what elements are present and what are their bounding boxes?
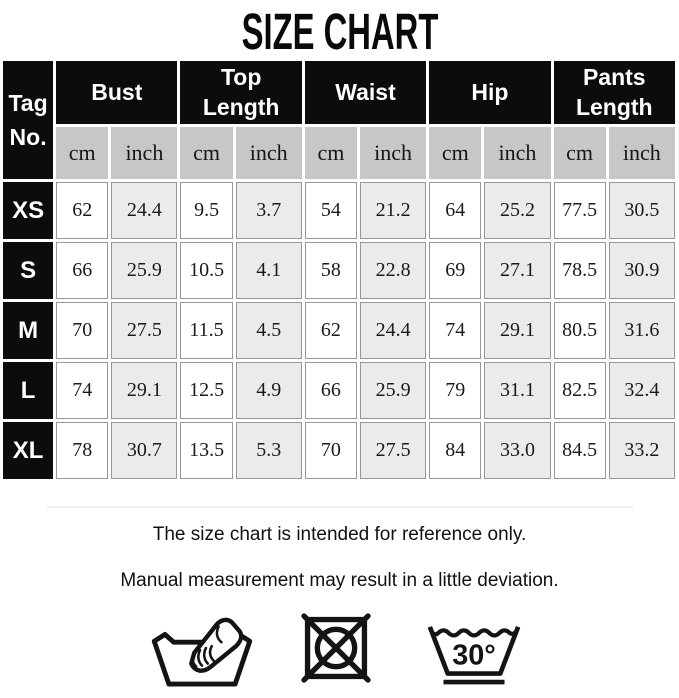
top-length-inch-value: 4.1 bbox=[235, 242, 302, 299]
hip-cm-value: 79 bbox=[429, 362, 482, 419]
group-header-pants-length: Pants Length bbox=[553, 61, 675, 124]
bust-inch-value: 25.9 bbox=[111, 242, 178, 299]
hip-inch-value: 27.1 bbox=[484, 242, 551, 299]
unit-header: inch bbox=[111, 127, 178, 179]
unit-header: cm bbox=[304, 127, 357, 179]
top-length-inch-value: 4.9 bbox=[235, 362, 302, 419]
size-row-m: M 70 27.5 11.5 4.5 62 24.4 74 29.1 80.5 … bbox=[3, 302, 675, 359]
waist-cm-value: 70 bbox=[304, 422, 357, 479]
size-row-s: S 66 25.9 10.5 4.1 58 22.8 69 27.1 78.5 … bbox=[3, 242, 675, 299]
hip-cm-value: 69 bbox=[429, 242, 482, 299]
page-title-text: SIZE CHART bbox=[241, 4, 438, 61]
page-title: SIZE CHART bbox=[0, 0, 679, 60]
hip-inch-value: 31.1 bbox=[484, 362, 551, 419]
wash-30-degrees-icon: 30° bbox=[415, 610, 533, 688]
top-length-cm-value: 10.5 bbox=[180, 242, 233, 299]
unit-header-row: cm inch cm inch cm inch cm inch cm inch bbox=[3, 127, 675, 179]
bust-cm-value: 66 bbox=[56, 242, 109, 299]
group-header-hip: Hip bbox=[429, 61, 551, 124]
group-header-waist: Waist bbox=[304, 61, 427, 124]
top-length-cm-value: 12.5 bbox=[180, 362, 233, 419]
group-header-bust: Bust bbox=[56, 61, 178, 124]
hip-inch-value: 29.1 bbox=[484, 302, 551, 359]
size-tag: S bbox=[3, 242, 54, 299]
unit-header: cm bbox=[56, 127, 109, 179]
size-chart-table: Tag No. Bust Top Length Waist Hip Pants … bbox=[0, 58, 678, 482]
hand-wash-icon bbox=[147, 612, 257, 688]
group-header-row: Tag No. Bust Top Length Waist Hip Pants … bbox=[3, 61, 675, 179]
pants-length-cm-value: 80.5 bbox=[553, 302, 606, 359]
unit-header: cm bbox=[180, 127, 233, 179]
bust-cm-value: 70 bbox=[56, 302, 109, 359]
hip-cm-value: 74 bbox=[429, 302, 482, 359]
hip-inch-value: 33.0 bbox=[484, 422, 551, 479]
top-length-cm-value: 11.5 bbox=[180, 302, 233, 359]
waist-cm-value: 66 bbox=[304, 362, 357, 419]
waist-inch-value: 25.9 bbox=[360, 362, 427, 419]
unit-header: cm bbox=[553, 127, 606, 179]
bust-inch-value: 29.1 bbox=[111, 362, 178, 419]
pants-length-inch-value: 30.9 bbox=[608, 242, 675, 299]
care-icons-row: 30° bbox=[0, 608, 679, 688]
unit-header: inch bbox=[484, 127, 551, 179]
size-row-l: L 74 29.1 12.5 4.9 66 25.9 79 31.1 82.5 … bbox=[3, 362, 675, 419]
waist-cm-value: 54 bbox=[304, 182, 357, 239]
pants-length-cm-value: 77.5 bbox=[553, 182, 606, 239]
pants-length-inch-value: 31.6 bbox=[608, 302, 675, 359]
bust-inch-value: 30.7 bbox=[111, 422, 178, 479]
pants-length-inch-value: 33.2 bbox=[608, 422, 675, 479]
waist-inch-value: 27.5 bbox=[360, 422, 427, 479]
divider bbox=[46, 506, 633, 508]
tag-no-header: Tag No. bbox=[3, 61, 54, 179]
waist-cm-value: 58 bbox=[304, 242, 357, 299]
top-length-cm-value: 13.5 bbox=[180, 422, 233, 479]
size-tag: M bbox=[3, 302, 54, 359]
bust-inch-value: 27.5 bbox=[111, 302, 178, 359]
bust-cm-value: 78 bbox=[56, 422, 109, 479]
size-tag: XS bbox=[3, 182, 54, 239]
unit-header: inch bbox=[235, 127, 302, 179]
hip-inch-value: 25.2 bbox=[484, 182, 551, 239]
bust-cm-value: 62 bbox=[56, 182, 109, 239]
waist-cm-value: 62 bbox=[304, 302, 357, 359]
size-row-xl: XL 78 30.7 13.5 5.3 70 27.5 84 33.0 84.5… bbox=[3, 422, 675, 479]
do-not-tumble-dry-icon bbox=[295, 608, 377, 688]
top-length-inch-value: 5.3 bbox=[235, 422, 302, 479]
size-tag: L bbox=[3, 362, 54, 419]
wash-temperature-label: 30° bbox=[452, 639, 496, 671]
bust-cm-value: 74 bbox=[56, 362, 109, 419]
unit-header: cm bbox=[429, 127, 482, 179]
bust-inch-value: 24.4 bbox=[111, 182, 178, 239]
pants-length-inch-value: 32.4 bbox=[608, 362, 675, 419]
top-length-inch-value: 3.7 bbox=[235, 182, 302, 239]
top-length-cm-value: 9.5 bbox=[180, 182, 233, 239]
hip-cm-value: 84 bbox=[429, 422, 482, 479]
waist-inch-value: 24.4 bbox=[360, 302, 427, 359]
pants-length-cm-value: 82.5 bbox=[553, 362, 606, 419]
unit-header: inch bbox=[608, 127, 675, 179]
size-tag: XL bbox=[3, 422, 54, 479]
pants-length-cm-value: 78.5 bbox=[553, 242, 606, 299]
hip-cm-value: 64 bbox=[429, 182, 482, 239]
unit-header: inch bbox=[360, 127, 427, 179]
pants-length-cm-value: 84.5 bbox=[553, 422, 606, 479]
group-header-top-length: Top Length bbox=[180, 61, 302, 124]
note-reference-only: The size chart is intended for reference… bbox=[152, 524, 527, 545]
waist-inch-value: 22.8 bbox=[360, 242, 427, 299]
waist-inch-value: 21.2 bbox=[360, 182, 427, 239]
size-row-xs: XS 62 24.4 9.5 3.7 54 21.2 64 25.2 77.5 … bbox=[3, 182, 675, 239]
pants-length-inch-value: 30.5 bbox=[608, 182, 675, 239]
top-length-inch-value: 4.5 bbox=[235, 302, 302, 359]
note-manual-measurement: Manual measurement may result in a littl… bbox=[120, 570, 559, 591]
